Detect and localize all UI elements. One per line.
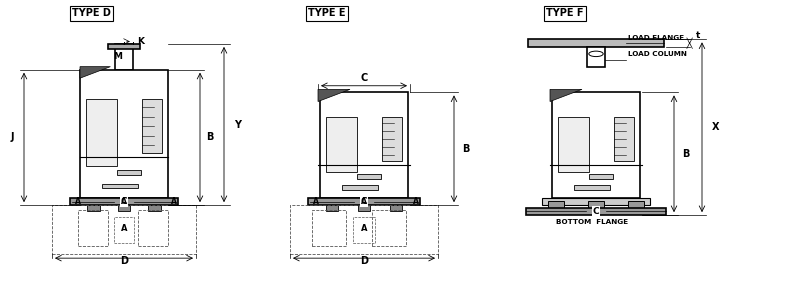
Text: D: D (120, 256, 128, 266)
Text: C: C (360, 73, 368, 83)
Text: A: A (121, 224, 127, 233)
Text: X: X (712, 122, 719, 132)
Bar (588, 201, 604, 208)
Polygon shape (550, 89, 582, 102)
Text: B: B (206, 132, 214, 142)
Bar (542, 198, 650, 205)
Bar (86, 99, 118, 166)
Text: A: A (313, 197, 318, 206)
Text: A: A (170, 197, 177, 206)
Bar (628, 201, 644, 208)
Text: A: A (121, 197, 127, 206)
Polygon shape (318, 89, 350, 102)
Text: J: J (11, 132, 14, 142)
Bar (353, 217, 375, 243)
Bar (108, 44, 140, 49)
Text: A: A (74, 197, 81, 206)
Bar (290, 205, 438, 254)
Bar (390, 205, 402, 211)
Bar (312, 210, 346, 246)
Text: C: C (121, 197, 127, 206)
Text: TYPE D: TYPE D (72, 8, 111, 18)
Bar (117, 170, 141, 175)
Bar (342, 185, 378, 190)
Bar (138, 210, 169, 246)
Polygon shape (80, 67, 110, 78)
Bar (326, 117, 358, 172)
Bar (78, 210, 109, 246)
Text: A: A (361, 197, 367, 206)
Text: t: t (696, 32, 700, 41)
Bar (558, 117, 589, 172)
Text: A: A (361, 224, 367, 233)
Bar (548, 201, 564, 208)
Text: B: B (462, 144, 470, 154)
Bar (118, 205, 130, 211)
Bar (372, 210, 406, 246)
Text: LOAD COLUMN: LOAD COLUMN (628, 51, 687, 57)
Bar (70, 198, 178, 205)
Bar (552, 92, 640, 198)
Text: C: C (361, 197, 367, 206)
Text: K: K (138, 37, 145, 46)
Bar (87, 205, 100, 211)
Text: C: C (593, 207, 599, 216)
Bar (587, 47, 605, 67)
Text: A: A (413, 197, 418, 206)
Bar (382, 117, 402, 161)
Bar (326, 205, 338, 211)
Bar (102, 184, 138, 188)
Bar (148, 205, 161, 211)
Bar (114, 217, 134, 243)
Bar (574, 185, 610, 190)
Bar (358, 205, 370, 211)
Bar (589, 174, 613, 179)
Text: M: M (113, 52, 122, 61)
Text: TYPE E: TYPE E (308, 8, 346, 18)
Bar (308, 198, 420, 205)
Bar (115, 44, 133, 70)
Bar (52, 205, 196, 254)
Bar (614, 117, 634, 161)
Text: B: B (682, 149, 690, 159)
Text: TYPE F: TYPE F (546, 8, 584, 18)
Text: BOTTOM  FLANGE: BOTTOM FLANGE (556, 218, 628, 225)
Bar (357, 174, 381, 179)
Text: LOAD FLANGE: LOAD FLANGE (628, 35, 684, 41)
Bar (526, 208, 666, 215)
Text: Y: Y (234, 119, 241, 130)
Bar (142, 99, 162, 153)
Bar (528, 39, 664, 47)
Bar (80, 70, 168, 198)
Bar (320, 92, 408, 198)
Text: D: D (360, 256, 368, 266)
